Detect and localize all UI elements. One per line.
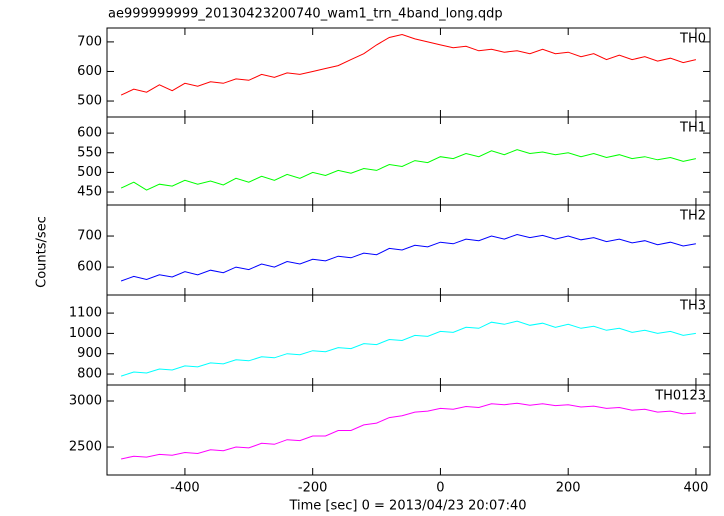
x-tick-label: 200 <box>556 481 581 496</box>
series-line <box>120 402 696 460</box>
panel-frame <box>106 384 711 476</box>
series-line <box>120 233 696 282</box>
y-tick-label: 600 <box>77 64 102 79</box>
chart-title: ae999999999_20130423200740_wam1_trn_4ban… <box>108 7 503 22</box>
y-tick-label: 500 <box>77 94 102 109</box>
y-tick-label: 600 <box>77 260 102 275</box>
y-tick-label: 700 <box>77 34 102 49</box>
panel-label: TH0123 <box>654 389 706 404</box>
y-tick-label: 900 <box>77 346 102 361</box>
y-tick-label: 800 <box>77 367 102 382</box>
y-tick-label: 450 <box>77 185 102 200</box>
y-tick-label: 1100 <box>69 306 102 321</box>
y-tick-label: 550 <box>77 145 102 160</box>
y-tick-label: 1000 <box>69 326 102 341</box>
x-tick-label: 0 <box>436 481 444 496</box>
panel-label: TH3 <box>679 299 706 314</box>
panel-label: TH0 <box>679 32 706 47</box>
x-tick-label: -400 <box>170 481 200 496</box>
y-tick-label: 700 <box>77 229 102 244</box>
x-axis-label: Time [sec] 0 = 2013/04/23 20:07:40 <box>288 499 526 514</box>
x-tick-label: 400 <box>684 481 709 496</box>
y-tick-label: 3000 <box>69 394 102 409</box>
y-tick-label: 2500 <box>69 440 102 455</box>
panel-label: TH1 <box>679 121 706 136</box>
series-line <box>120 320 696 377</box>
y-tick-label: 600 <box>77 126 102 141</box>
x-tick-label: -200 <box>298 481 328 496</box>
panel-frame <box>106 116 711 206</box>
series-line <box>120 33 697 96</box>
panel-frame <box>106 27 711 118</box>
panel-frame <box>106 294 711 386</box>
panel-frame <box>106 204 711 296</box>
series-line <box>120 149 697 191</box>
y-tick-label: 500 <box>77 165 102 180</box>
y-axis-label: Counts/sec <box>35 216 50 288</box>
panel-label: TH2 <box>679 209 706 224</box>
